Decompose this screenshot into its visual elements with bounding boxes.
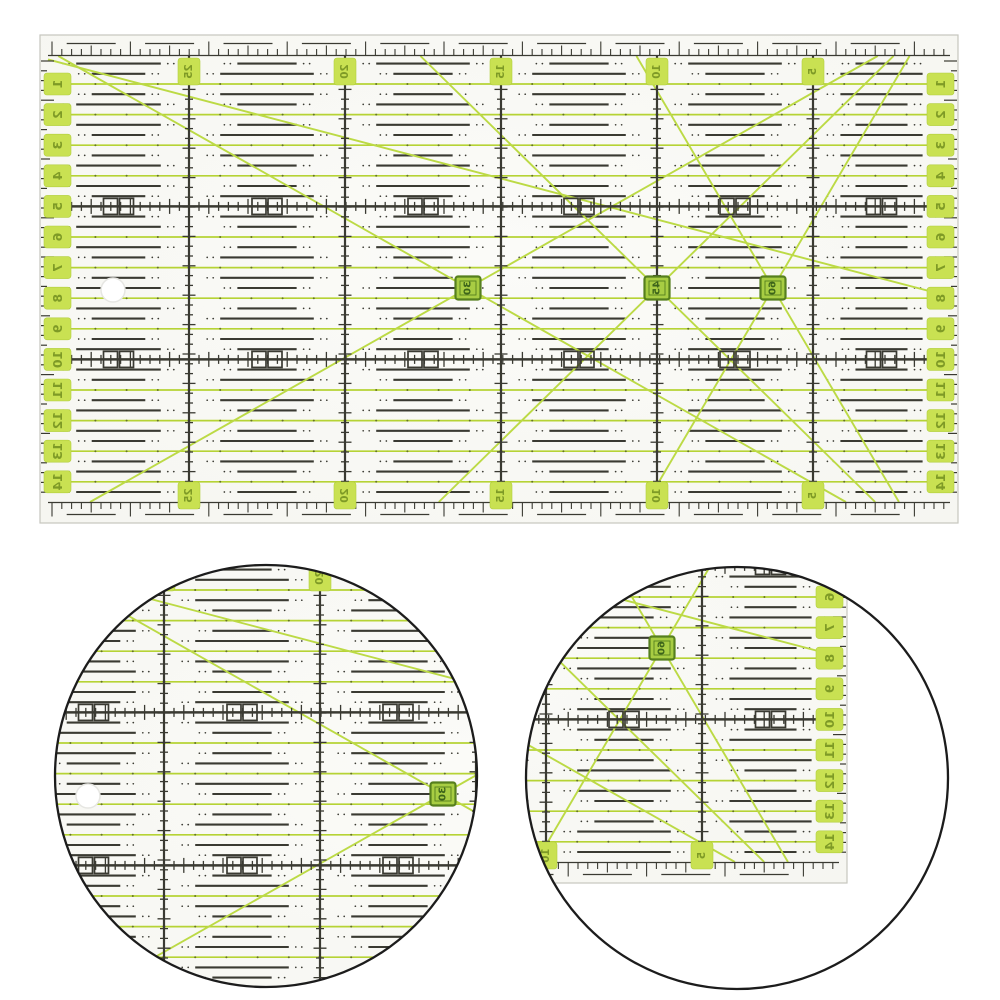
- detail-circle-left: [55, 565, 477, 987]
- detail-circle-border: [53, 563, 479, 989]
- main-ruler-photo: [38, 33, 960, 525]
- detail-circle-border: [524, 565, 950, 991]
- detail-circle-right: [526, 567, 948, 989]
